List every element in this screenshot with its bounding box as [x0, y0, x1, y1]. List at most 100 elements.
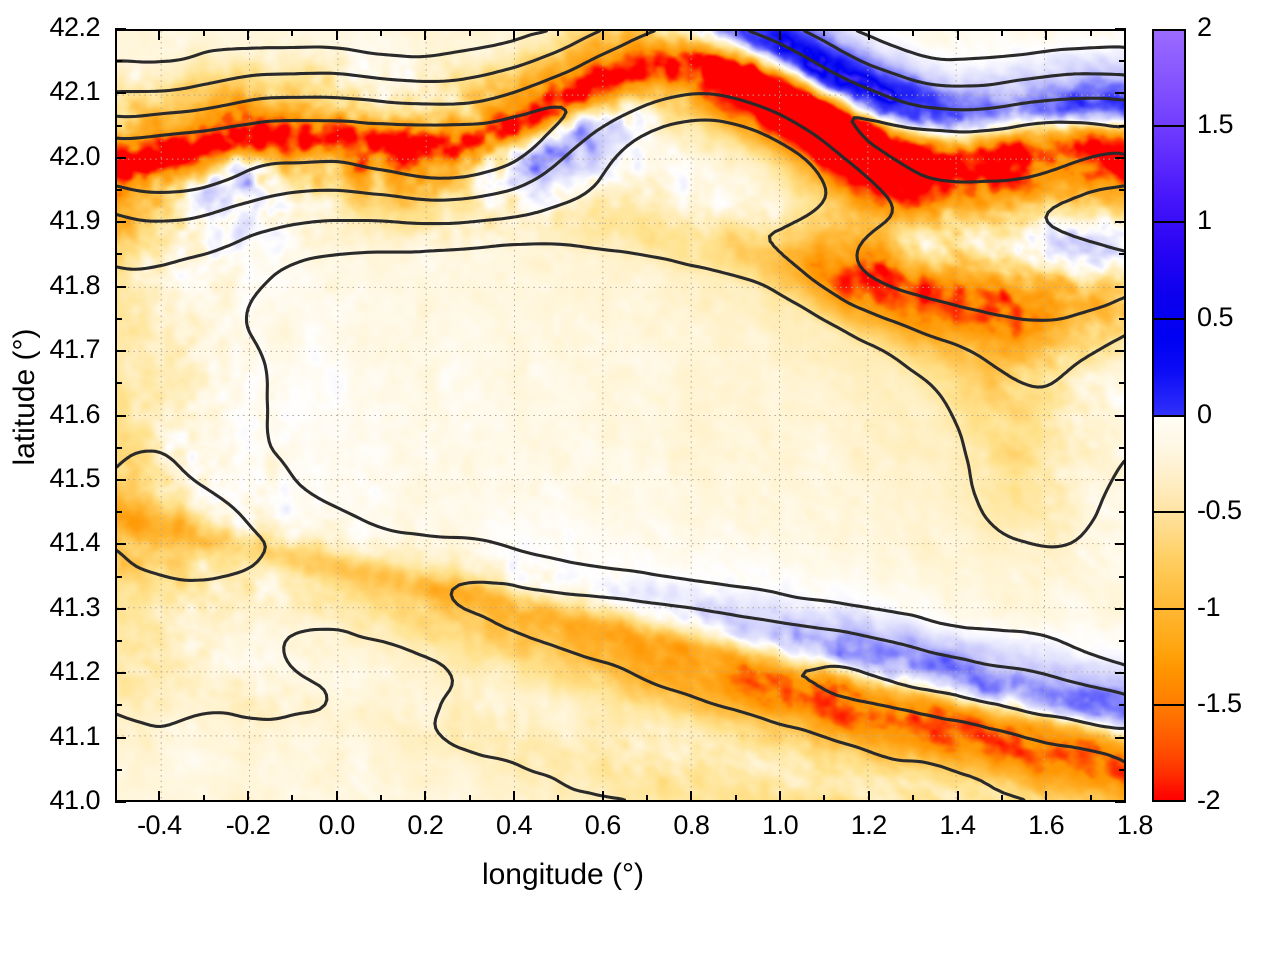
x-tick-top: [1000, 29, 1003, 36]
y-tick: [115, 382, 122, 385]
y-tick-label: 41.2: [49, 656, 100, 687]
y-tick: [115, 801, 126, 803]
y-tick-label: 42.0: [49, 140, 100, 171]
y-tick-right: [1119, 189, 1126, 192]
y-tick: [115, 221, 126, 224]
y-tick: [115, 478, 126, 481]
y-tick-right: [1115, 801, 1126, 803]
y-tick-right: [1119, 768, 1126, 771]
y-tick: [115, 350, 126, 353]
y-tick: [115, 253, 122, 256]
x-tick-label: -0.4: [137, 810, 182, 840]
y-tick-right: [1115, 28, 1126, 30]
y-tick-right: [1115, 607, 1126, 610]
x-tick-label: 1.4: [939, 810, 976, 840]
x-axis-title: longitude (°): [481, 858, 645, 891]
x-tick: [823, 795, 826, 802]
y-tick-right: [1119, 317, 1126, 320]
y-tick: [115, 189, 122, 192]
x-tick-top: [291, 29, 294, 36]
x-tick-label: 0.8: [673, 810, 710, 840]
x-tick-top: [557, 29, 560, 36]
x-tick: [1000, 795, 1003, 802]
x-tick: [734, 795, 737, 802]
x-tick: [956, 791, 959, 802]
y-tick-right: [1115, 92, 1126, 95]
y-axis-title: latitude (°): [8, 328, 41, 466]
x-tick-top: [956, 29, 959, 40]
colorbar-tick-label: 1: [1197, 205, 1212, 236]
colorbar-tick: [1154, 124, 1184, 127]
x-tick-top: [1045, 29, 1048, 40]
x-tick: [202, 795, 205, 802]
y-tick: [115, 124, 122, 127]
x-tick-label: 1.6: [1028, 810, 1065, 840]
x-tick-label: 0.6: [584, 810, 622, 840]
x-tick: [424, 791, 427, 802]
colorbar-tick: [1154, 317, 1184, 320]
x-tick-top: [424, 29, 427, 40]
y-tick-label: 41.9: [49, 205, 100, 236]
y-tick-right: [1119, 639, 1126, 642]
x-tick: [646, 795, 649, 802]
x-tick-label: 0.0: [318, 810, 356, 840]
y-tick: [115, 156, 126, 159]
y-tick: [115, 672, 126, 675]
y-tick: [115, 28, 126, 30]
y-tick: [115, 736, 126, 739]
y-tick: [115, 575, 122, 578]
x-tick-top: [646, 29, 649, 36]
x-tick-label: 1.8: [1116, 810, 1154, 840]
colorbar-tick: [1154, 414, 1184, 417]
colorbar-tick: [1154, 511, 1184, 514]
y-tick-right: [1119, 60, 1126, 63]
x-tick-top: [912, 29, 915, 36]
x-tick: [513, 791, 516, 802]
x-tick-top: [380, 29, 383, 36]
x-tick-top: [1089, 29, 1092, 36]
x-tick: [690, 791, 693, 802]
x-tick: [557, 795, 560, 802]
x-tick-top: [247, 29, 250, 40]
y-tick-label: 41.1: [49, 720, 100, 751]
y-tick-label: 41.4: [49, 527, 100, 558]
colorbar-tick-label: -1.5: [1197, 688, 1242, 719]
colorbar-tick: [1154, 704, 1184, 707]
x-tick-label: 0.4: [496, 810, 533, 840]
y-tick-label: 42.1: [49, 76, 100, 107]
y-tick: [115, 607, 126, 610]
colorbar-tick-label: 0.5: [1197, 301, 1234, 332]
grid-lines: [117, 31, 1124, 800]
y-tick-right: [1115, 672, 1126, 675]
y-tick: [115, 317, 122, 320]
y-tick-right: [1119, 511, 1126, 514]
y-tick-label: 42.2: [49, 12, 100, 42]
y-tick-right: [1119, 253, 1126, 256]
terrain-contour-lines: [117, 31, 1124, 800]
y-tick-label: 41.0: [49, 785, 100, 815]
y-tick-label: 41.7: [49, 334, 100, 365]
y-tick-right: [1115, 156, 1126, 159]
x-tick: [335, 791, 338, 802]
y-tick: [115, 414, 126, 417]
y-tick-right: [1115, 543, 1126, 546]
x-tick: [247, 791, 250, 802]
y-tick-label: 41.8: [49, 269, 100, 300]
y-tick: [115, 92, 126, 95]
y-tick: [115, 446, 122, 449]
y-tick: [115, 543, 126, 546]
y-tick-right: [1119, 575, 1126, 578]
map-plot-area: [115, 29, 1126, 802]
y-tick: [115, 60, 122, 63]
x-tick-label: 1.2: [850, 810, 888, 840]
x-tick: [1089, 795, 1092, 802]
x-tick: [601, 791, 604, 802]
colorbar-tick-label: -2: [1197, 785, 1221, 815]
y-tick-right: [1119, 446, 1126, 449]
x-tick-top: [202, 29, 205, 36]
y-tick: [115, 768, 122, 771]
x-tick-label: 0.2: [407, 810, 444, 840]
x-tick-top: [690, 29, 693, 40]
y-tick: [115, 511, 122, 514]
x-tick-top: [779, 29, 782, 40]
